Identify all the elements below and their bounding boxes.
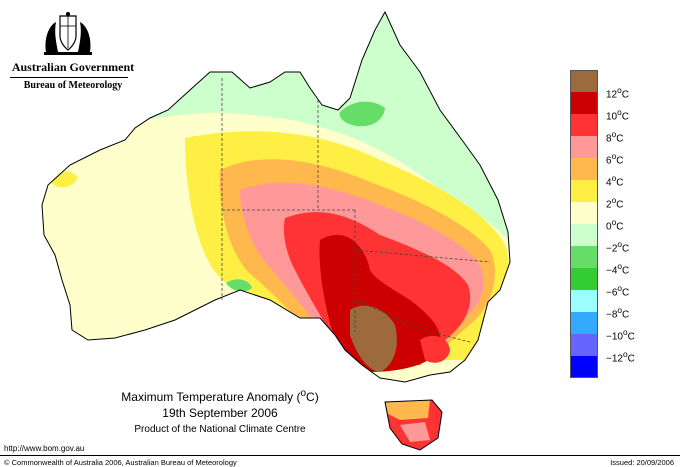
legend-swatch	[570, 290, 598, 312]
zone-12	[350, 305, 397, 372]
zone-10	[319, 234, 441, 372]
zone-minus4-north	[339, 101, 385, 127]
government-name: Australian Government	[11, 60, 135, 74]
legend-row: −10oC	[570, 312, 660, 342]
legend-row: −12oC	[570, 334, 660, 364]
legend-swatch	[570, 334, 598, 356]
legend-swatch	[570, 158, 598, 180]
legend-label: −10oC	[606, 327, 635, 343]
legend-swatch	[570, 92, 598, 114]
legend-swatch	[570, 136, 598, 158]
legend-label: −8oC	[606, 305, 630, 321]
legend-row: −8oC	[570, 290, 660, 320]
tas-zone-6	[400, 422, 430, 442]
legend-label: −12oC	[606, 349, 635, 365]
crest-icon	[44, 12, 92, 55]
legend-row: 2oC	[570, 180, 660, 210]
map-date: 19th September 2006	[162, 406, 278, 420]
legend-label: 10oC	[606, 107, 629, 123]
legend-label: −2oC	[606, 239, 630, 255]
footer-issued-date: Issued: 20/09/2006	[610, 458, 674, 467]
state-borders	[221, 78, 491, 343]
footer-copyright: © Commonwealth of Australia 2006, Austra…	[4, 458, 237, 467]
legend-row: 0oC	[570, 202, 660, 232]
legend-row: 4oC	[570, 158, 660, 188]
footer-divider	[0, 455, 680, 456]
tas-zone-4	[385, 400, 430, 420]
color-legend: 12oC 10oC 8oC 6oC 4oC 2oC 0oC −2oC −4oC …	[570, 70, 660, 378]
legend-row: 6oC	[570, 136, 660, 166]
legend-swatch	[570, 246, 598, 268]
map-title: Maximum Temperature Anomaly (oC)	[121, 388, 319, 404]
tasmania-fill	[385, 400, 442, 450]
tasmania-coastline	[384, 399, 443, 451]
legend-swatch	[570, 202, 598, 224]
header-divider	[10, 77, 128, 78]
legend-label: 0oC	[606, 217, 624, 233]
footer-url[interactable]: http://www.bom.gov.au	[4, 444, 85, 453]
legend-label: 4oC	[606, 173, 624, 189]
legend-label: 6oC	[606, 151, 624, 167]
legend-row: −4oC	[570, 246, 660, 276]
legend-label: 8oC	[606, 129, 624, 145]
zone-8-east	[420, 335, 450, 363]
map-product-credit: Product of the National Climate Centre	[134, 424, 306, 435]
legend-swatch	[570, 114, 598, 136]
bureau-name: Bureau of Meteorology	[23, 80, 123, 91]
border-nsw-vic	[354, 299, 471, 343]
legend-row: 10oC	[570, 92, 660, 122]
legend-swatch	[570, 70, 598, 92]
legend-row: 12oC	[570, 70, 660, 100]
legend-row: 8oC	[570, 114, 660, 144]
zone-minus4-west	[226, 279, 252, 292]
legend-swatch	[570, 312, 598, 334]
mainland-coastline	[41, 10, 511, 383]
legend-swatch	[570, 356, 598, 378]
legend-row	[570, 356, 660, 378]
legend-row: −2oC	[570, 224, 660, 254]
legend-label: 2oC	[606, 195, 624, 211]
legend-label: −6oC	[606, 283, 630, 299]
legend-swatch	[570, 268, 598, 290]
legend-swatch	[570, 180, 598, 202]
legend-row: −6oC	[570, 268, 660, 298]
legend-label: 12oC	[606, 85, 629, 101]
legend-swatch	[570, 224, 598, 246]
legend-label: −4oC	[606, 261, 630, 277]
